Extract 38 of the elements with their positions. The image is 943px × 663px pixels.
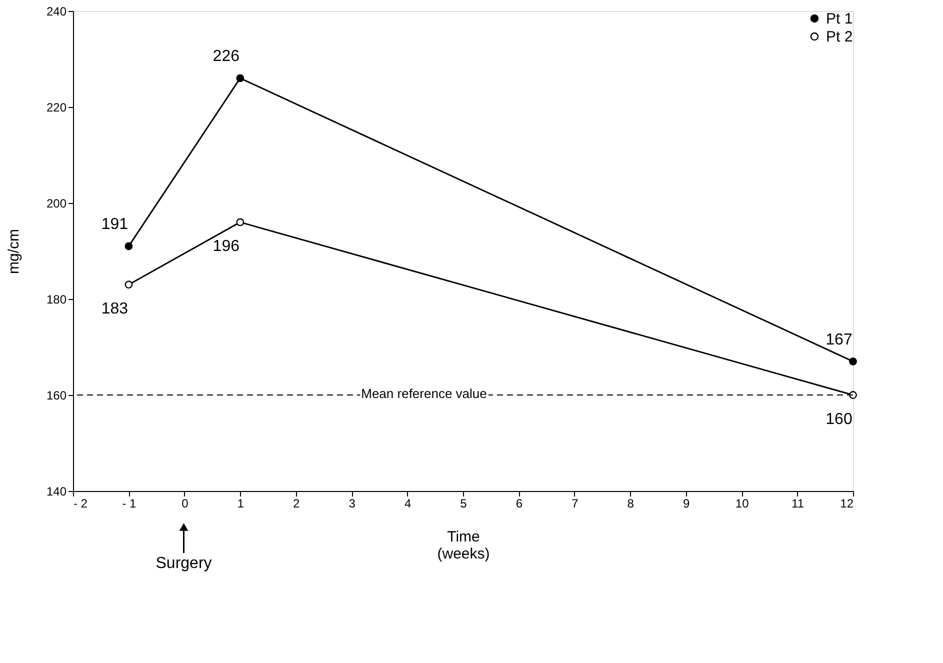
x-tick-label: 10	[735, 496, 750, 510]
x-tick-label: 12	[840, 496, 854, 510]
x-tick-label: 4	[404, 496, 412, 510]
point	[236, 74, 244, 82]
x-tick-label: 6	[516, 496, 523, 510]
point	[849, 391, 857, 399]
point	[849, 357, 857, 366]
x-tick-label: 1	[237, 496, 244, 510]
y-tick-label: 240	[46, 4, 67, 18]
x-tick-label: - 2	[74, 496, 88, 510]
y-tick-label: 180	[46, 292, 67, 306]
point	[236, 218, 244, 226]
data-label: 191	[101, 216, 128, 234]
x-tick-label: 3	[348, 496, 356, 510]
x-tick-label: 0	[182, 496, 189, 510]
x-tick-label: 11	[792, 496, 804, 510]
y-tick-label: 160	[46, 388, 67, 402]
data-label: 160	[826, 411, 852, 428]
x-tick-label: 7	[572, 496, 579, 510]
y-tick-label: 220	[46, 100, 67, 114]
data-label: 183	[101, 300, 128, 318]
y-tick-label: 200	[46, 196, 67, 210]
point	[124, 242, 133, 250]
x-tick-label: - 1	[122, 496, 137, 510]
x-tick-label: 9	[683, 496, 690, 510]
x-tick-label: 5	[460, 496, 468, 510]
point	[124, 280, 133, 289]
y-axis-title: mg/cm	[5, 229, 22, 274]
data-label: 167	[826, 331, 852, 348]
y-tick-label: 140	[46, 484, 67, 498]
x-tick-label: 8	[627, 496, 634, 510]
x-tick-label: 2	[293, 496, 300, 510]
text: Surgery	[156, 555, 212, 572]
data-label: 196	[212, 238, 240, 256]
x-axis-title: Time (weeks)	[437, 528, 490, 562]
legend-label: Pt 2	[826, 28, 853, 46]
legend-label: Pt 1	[826, 10, 853, 28]
data-label: 226	[212, 48, 240, 66]
